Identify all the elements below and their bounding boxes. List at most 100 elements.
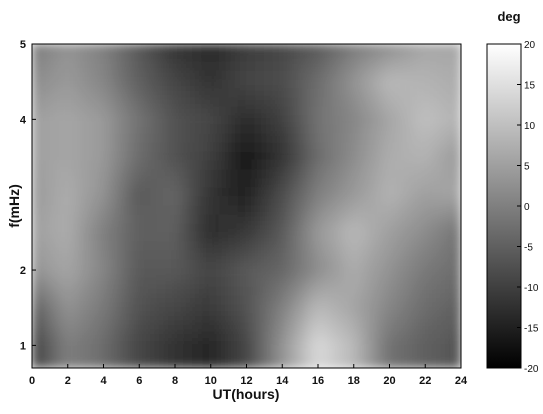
heatmap-cell (129, 358, 140, 368)
heatmap-cell (299, 259, 310, 270)
heatmap-cell (254, 169, 265, 180)
heatmap-cell (246, 169, 256, 180)
heatmap-cell (424, 88, 435, 99)
heatmap-cell (415, 151, 426, 162)
heatmap-cell (156, 250, 167, 261)
heatmap-cell (397, 178, 408, 189)
heatmap-cell (103, 322, 113, 333)
heatmap-cell (433, 88, 444, 99)
heatmap-cell (40, 151, 51, 162)
heatmap-cell (246, 295, 256, 306)
heatmap-cell (40, 187, 51, 198)
heatmap-cell (335, 88, 346, 99)
heatmap-cell (415, 340, 426, 351)
x-tick-label: 24 (455, 375, 468, 387)
heatmap-cell (389, 250, 399, 261)
heatmap-cell (281, 142, 292, 153)
heatmap-cell (237, 268, 247, 279)
heatmap-cell (201, 61, 212, 72)
heatmap-cell (335, 250, 346, 261)
heatmap-cell (263, 61, 274, 72)
heatmap-cell (174, 349, 185, 360)
heatmap-cell (353, 286, 364, 297)
heatmap-cell (406, 196, 417, 207)
heatmap-cell (32, 178, 42, 189)
heatmap-cell (192, 304, 203, 315)
heatmap-cell (326, 97, 337, 108)
heatmap-cell (32, 151, 42, 162)
heatmap-cell (165, 178, 176, 189)
heatmap-cell (32, 268, 42, 279)
heatmap-cell (389, 349, 399, 360)
heatmap-cell (371, 187, 382, 198)
heatmap-cell (210, 124, 221, 135)
heatmap-cell (85, 340, 96, 351)
heatmap-cell (85, 304, 96, 315)
heatmap-cell (165, 133, 176, 144)
heatmap-cell (129, 232, 140, 243)
heatmap-cell (192, 295, 203, 306)
heatmap-cell (67, 313, 78, 324)
heatmap-cell (210, 79, 221, 90)
heatmap-cell (120, 322, 131, 333)
heatmap-cell (246, 358, 256, 368)
heatmap-cell (442, 259, 453, 270)
heatmap-cell (120, 115, 131, 126)
heatmap-cell (58, 205, 69, 216)
heatmap-cell (138, 133, 149, 144)
heatmap-cell (85, 232, 96, 243)
heatmap-cell (67, 304, 78, 315)
heatmap-cell (263, 79, 274, 90)
heatmap-cell (174, 268, 185, 279)
heatmap-cell (415, 169, 426, 180)
heatmap-cell (85, 160, 96, 171)
heatmap-cell (94, 331, 104, 342)
heatmap-cell (406, 79, 417, 90)
heatmap-cell (299, 268, 310, 279)
heatmap-cell (344, 115, 355, 126)
heatmap-cell (67, 79, 78, 90)
heatmap-cell (120, 88, 131, 99)
heatmap-cell (308, 178, 319, 189)
heatmap-cell (317, 322, 328, 333)
heatmap-cell (85, 133, 96, 144)
heatmap-cell (201, 223, 212, 234)
heatmap-cell (344, 322, 355, 333)
heatmap-cell (129, 304, 140, 315)
heatmap-cell (201, 160, 212, 171)
heatmap-cell (32, 133, 42, 144)
heatmap-cell (138, 286, 149, 297)
heatmap-cell (165, 97, 176, 108)
heatmap-cell (371, 241, 382, 252)
heatmap-cell (389, 196, 399, 207)
heatmap-cell (335, 277, 346, 288)
heatmap-cell (389, 61, 399, 72)
heatmap-cell (201, 88, 212, 99)
heatmap-cell (237, 115, 247, 126)
heatmap-cell (49, 232, 60, 243)
heatmap-cell (174, 223, 185, 234)
heatmap-cell (201, 187, 212, 198)
heatmap-cell (165, 124, 176, 135)
heatmap-cell (281, 52, 292, 63)
heatmap-cell (415, 223, 426, 234)
heatmap-cell (165, 331, 176, 342)
heatmap-cell (299, 124, 310, 135)
heatmap-cell (94, 160, 104, 171)
heatmap-cell (58, 223, 69, 234)
heatmap-cell (415, 88, 426, 99)
heatmap-cell (451, 232, 461, 243)
heatmap-cell (281, 250, 292, 261)
heatmap-cell (58, 241, 69, 252)
heatmap-cell (415, 106, 426, 117)
heatmap-cell (49, 286, 60, 297)
heatmap-cell (442, 97, 453, 108)
heatmap-cell (85, 52, 96, 63)
heatmap-cell (380, 97, 390, 108)
heatmap-cell (380, 232, 390, 243)
heatmap-cell (219, 160, 230, 171)
heatmap-cell (433, 52, 444, 63)
heatmap-cell (415, 322, 426, 333)
heatmap-cell (263, 142, 274, 153)
heatmap-cell (120, 286, 131, 297)
